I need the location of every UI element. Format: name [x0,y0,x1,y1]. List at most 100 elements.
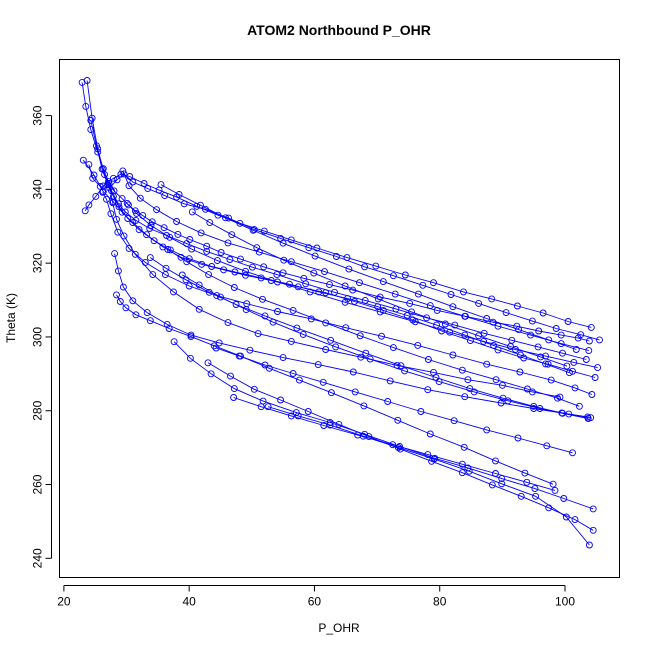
data-point [230,394,238,401]
data-point [99,188,107,196]
data-point [396,443,404,450]
data-point [304,408,312,415]
data-point [120,232,128,240]
data-point [196,201,204,209]
series-14 [123,199,602,372]
data-point [129,219,137,227]
data-point [259,295,266,303]
data-point [596,336,603,344]
data-point [170,338,178,346]
data-point [195,305,203,313]
data-point [104,181,112,189]
data-point [144,185,152,193]
data-point [354,431,362,439]
data-point [113,215,120,223]
series-19 [188,208,571,370]
series-line [126,203,598,369]
y-tick-label: 240 [31,548,45,568]
data-point [378,332,385,340]
data-point [551,486,559,494]
data-point [534,343,542,351]
data-point [313,244,321,252]
data-point [113,176,121,184]
data-point [423,314,431,322]
data-point [559,349,566,357]
data-point [293,324,301,332]
data-point [257,403,265,411]
series-line [116,294,554,485]
data-point [562,513,570,521]
data-point [554,394,561,402]
plot-frame [59,59,620,578]
data-point [332,253,340,260]
data-point [183,258,191,266]
data-point [217,293,224,301]
data-point [521,469,529,477]
data-point [361,263,369,271]
data-point [136,194,144,202]
data-point [213,257,221,265]
data-point [565,369,573,377]
data-point [294,283,302,291]
data-point [185,282,193,290]
data-point [517,492,525,500]
data-point [389,272,397,280]
data-point [260,263,268,271]
data-point [217,249,225,256]
data-point [449,303,457,311]
data-point [517,351,524,359]
data-point [408,308,415,316]
series-3 [85,161,603,344]
data-point [535,327,543,335]
data-point [248,263,256,271]
x-axis: 20 40 60 80 100 [57,585,575,609]
x-tick-label: 20 [57,595,71,609]
data-point [182,276,190,284]
data-point [376,308,384,316]
series-line [233,397,556,491]
data-point [85,201,93,209]
data-point [314,361,322,369]
series-line [207,362,594,531]
data-point [177,253,185,261]
data-point [279,239,287,247]
series-line [88,164,600,341]
data-point [401,367,409,375]
y-axis: 240 260 280 300 320 340 360 [31,105,52,568]
data-point [205,288,213,296]
data-point [114,267,122,275]
x-tick-label: 40 [182,595,196,609]
data-point [483,360,491,368]
data-point [287,412,295,420]
data-point [594,364,602,372]
data-point [585,541,593,549]
data-point [146,254,154,262]
data-point [129,297,137,305]
series-17 [146,254,592,422]
data-point [131,250,139,258]
data-point [227,372,234,380]
data-point [460,443,468,451]
data-point [92,192,100,200]
data-point [188,245,196,253]
data-point [174,230,182,238]
data-point [249,226,257,234]
data-point [161,192,169,200]
data-point [285,280,293,288]
data-point [447,291,455,298]
y-tick-label: 300 [31,327,45,347]
data-point [397,362,405,370]
data-point [149,271,157,279]
data-point [287,236,295,244]
series-line [215,347,573,454]
data-point [253,244,261,252]
data-point [560,495,568,502]
data-point [230,385,238,393]
data-point [499,394,507,402]
data-point [406,299,414,307]
data-point [426,302,434,310]
data-point [133,209,140,217]
series-15 [164,246,583,410]
data-point [492,457,499,465]
y-tick-label: 360 [31,105,45,125]
